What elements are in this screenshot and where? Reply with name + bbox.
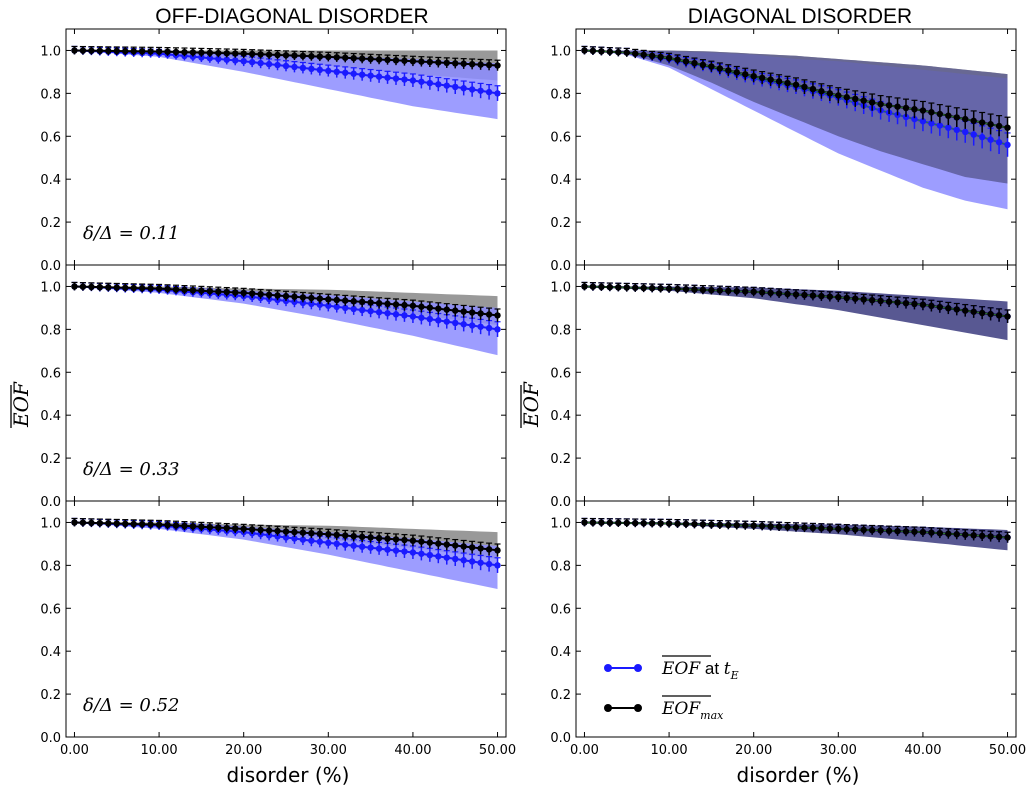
y-tick-label: 0.8 — [40, 559, 61, 574]
y-axis-label: EOF — [9, 381, 33, 428]
legend-marker — [604, 704, 612, 712]
delta-ratio-label: δ/Δ = 0.52 — [83, 695, 180, 716]
eof-max-markers — [581, 45, 1011, 139]
y-tick-label: 1.0 — [40, 280, 61, 295]
y-tick-label: 0.2 — [40, 452, 61, 467]
y-tick-label: 0.8 — [550, 559, 571, 574]
legend-series-name: EOF — [661, 659, 701, 679]
x-tick-label: 0.00 — [570, 743, 599, 758]
ylabel-text-base: EOF — [519, 381, 543, 428]
y-axis-label: EOF — [519, 381, 543, 428]
legend-series-name: EOF — [661, 699, 701, 719]
delta-ratio-label: δ/Δ = 0.33 — [83, 459, 180, 480]
y-tick-label: 0.6 — [40, 366, 61, 381]
y-tick-label: 1.0 — [550, 44, 571, 59]
panels: 0.0 0.2 0.4 0.6 0.8 1.0 δ/Δ = 0.11 0.0 0.2 0.4 0.6… — [40, 28, 1026, 758]
y-tick-label: 0.6 — [550, 366, 571, 381]
legend-marker — [634, 704, 642, 712]
x-tick-label: 50.00 — [479, 743, 516, 758]
y-tick-label: 1.0 — [550, 280, 571, 295]
x-axis-label: disorder (%) — [737, 763, 860, 787]
eof-max-markers — [71, 281, 501, 322]
delta-ratio-label: δ/Δ = 0.11 — [83, 223, 180, 244]
y-tick-label: 0.6 — [550, 602, 571, 617]
overlap-band — [584, 286, 1008, 341]
y-tick-label: 0.2 — [40, 688, 61, 703]
y-tick-label: 0.6 — [40, 602, 61, 617]
eof-max-markers — [581, 281, 1011, 324]
y-tick-label: 0.4 — [550, 173, 571, 188]
eof-max-markers — [71, 517, 501, 557]
y-tick-label: 0.0 — [550, 731, 571, 746]
y-tick-label: 1.0 — [550, 516, 571, 531]
y-tick-label: 0.8 — [550, 323, 571, 338]
legend-entry: EOFmax — [661, 699, 724, 722]
y-tick-label: 0.8 — [40, 323, 61, 338]
panel-1-1: 0.0 0.2 0.4 0.6 0.8 1.0 — [550, 264, 1017, 510]
legend-marker — [604, 664, 612, 672]
y-tick-label: 0.2 — [550, 216, 571, 231]
x-axis-label: disorder (%) — [227, 763, 350, 787]
x-tick-label: 20.00 — [735, 743, 772, 758]
y-tick-label: 0.4 — [40, 409, 61, 424]
x-tick-label: 40.00 — [904, 743, 941, 758]
ylabel-text: EOF — [9, 381, 33, 428]
panel-2-1: 0.0 0.2 0.4 0.6 0.8 1.0 0.00 10.00 20.00 30.00 40.… — [550, 500, 1026, 758]
overlap-band — [584, 50, 1008, 184]
x-tick-label: 30.00 — [820, 743, 857, 758]
x-tick-label: 30.00 — [310, 743, 347, 758]
y-tick-label: 0.4 — [550, 645, 571, 660]
y-tick-label: 0.0 — [550, 495, 571, 510]
legend-marker — [634, 664, 642, 672]
y-tick-label: 0.2 — [550, 688, 571, 703]
ylabel-text-base: EOF — [9, 381, 33, 428]
plot-frame — [65, 500, 507, 738]
y-tick-label: 0.0 — [40, 731, 61, 746]
eof-max-band — [74, 50, 498, 81]
right-column-title: DIAGONAL DISORDER — [688, 5, 912, 28]
y-tick-label: 0.0 — [40, 495, 61, 510]
panel-0-1: 0.0 0.2 0.4 0.6 0.8 1.0 — [550, 28, 1017, 274]
y-tick-label: 0.8 — [550, 87, 571, 102]
legend-sub: E — [730, 669, 739, 682]
panel-1-0: 0.0 0.2 0.4 0.6 0.8 1.0 δ/Δ = 0.33 — [40, 264, 507, 510]
x-tick-label: 10.00 — [140, 743, 177, 758]
legend-math: t — [724, 659, 731, 679]
eof-max-markers — [71, 45, 501, 71]
legend-sub: max — [700, 709, 724, 722]
panel-0-0: 0.0 0.2 0.4 0.6 0.8 1.0 δ/Δ = 0.11 — [40, 28, 507, 274]
y-tick-label: 0.6 — [40, 130, 61, 145]
y-tick-label: 0.4 — [40, 173, 61, 188]
y-tick-label: 0.4 — [40, 645, 61, 660]
plot-frame — [575, 500, 1017, 738]
eof-max-markers — [581, 517, 1011, 543]
x-tick-label: 40.00 — [394, 743, 431, 758]
eof-tE-band — [74, 50, 498, 120]
y-tick-label: 0.0 — [40, 259, 61, 274]
eof-max-band — [74, 286, 498, 326]
ylabel-text: EOF — [519, 381, 543, 428]
y-tick-label: 0.2 — [550, 452, 571, 467]
y-tick-label: 0.2 — [40, 216, 61, 231]
left-column-title: OFF-DIAGONAL DISORDER — [155, 5, 428, 28]
legend-entry: EOF at tE — [661, 659, 739, 682]
x-tick-label: 50.00 — [989, 743, 1026, 758]
legend-suffix: at — [700, 659, 724, 678]
y-tick-label: 1.0 — [40, 516, 61, 531]
y-tick-label: 1.0 — [40, 44, 61, 59]
y-tick-label: 0.8 — [40, 87, 61, 102]
panel-2-0: 0.0 0.2 0.4 0.6 0.8 1.0 0.00 10.00 20.00 30.00 40.… — [40, 500, 516, 758]
overlap-band — [584, 522, 1008, 551]
y-tick-label: 0.4 — [550, 409, 571, 424]
x-tick-label: 10.00 — [650, 743, 687, 758]
y-tick-label: 0.6 — [550, 130, 571, 145]
x-tick-label: 0.00 — [60, 743, 89, 758]
eof-max-band — [74, 522, 498, 559]
y-tick-label: 0.0 — [550, 259, 571, 274]
x-tick-label: 20.00 — [225, 743, 262, 758]
